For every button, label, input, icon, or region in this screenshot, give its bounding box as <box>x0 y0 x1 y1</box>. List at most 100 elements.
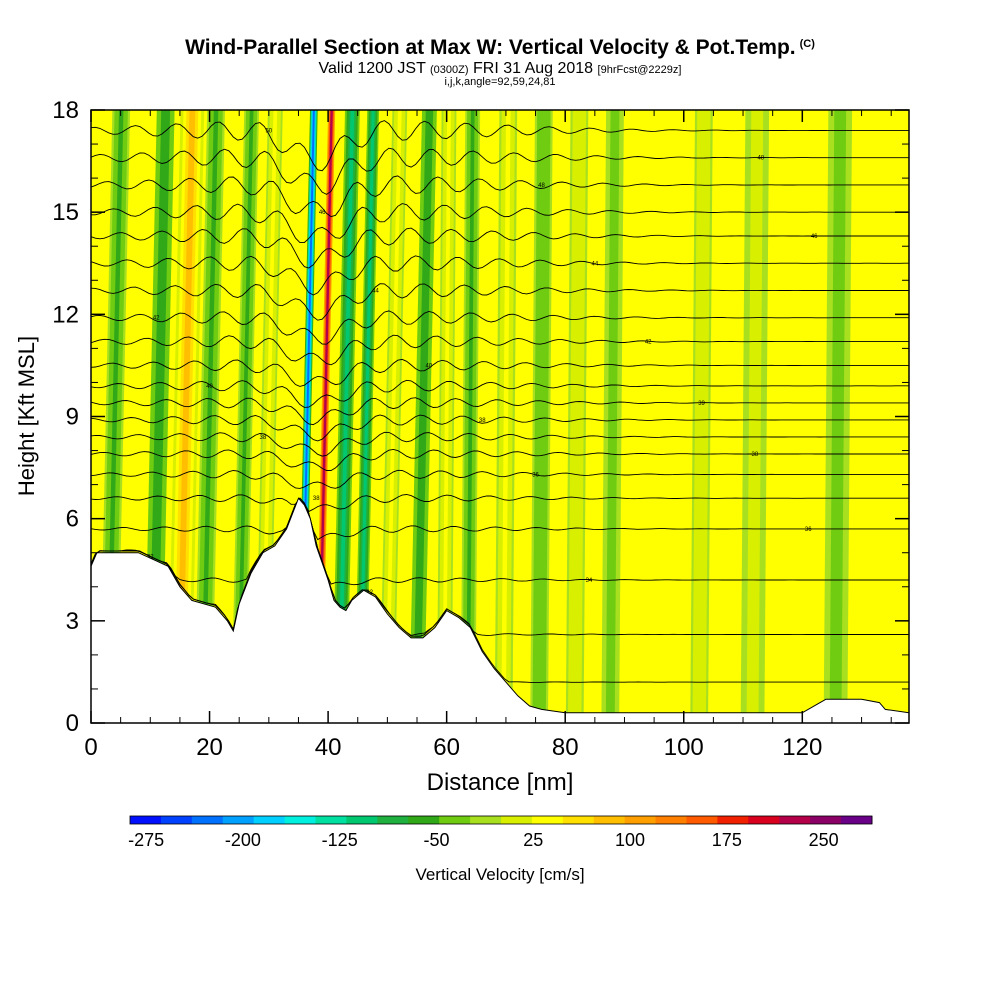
velocity-band-12 <box>442 110 451 723</box>
colorbar-tick-label: -200 <box>225 830 261 850</box>
colorbar-swatch <box>779 816 811 824</box>
theta-contour-label: 38 <box>313 496 320 502</box>
theta-contour-7 <box>91 431 909 457</box>
x-axis-label: Distance [nm] <box>427 769 574 796</box>
chart-subtitle: Valid 1200 JST (0300Z) FRI 31 Aug 2018 [… <box>0 60 1000 78</box>
theta-contour-5 <box>91 469 909 489</box>
terrain-mask <box>91 497 909 723</box>
colorbar-swatch <box>841 816 873 824</box>
theta-contour-9 <box>91 397 909 426</box>
velocity-band-8 <box>337 110 355 723</box>
colorbar-swatch <box>593 816 626 824</box>
valid-time: Valid 1200 JST <box>318 60 426 77</box>
theta-contour-label: 42 <box>153 316 160 322</box>
x-tick-label: 100 <box>664 734 704 761</box>
theta-contour-3 <box>91 497 909 541</box>
chart-title-mark: (C) <box>799 38 815 50</box>
theta-contour-label: 38 <box>479 418 486 424</box>
velocity-band-14 <box>501 110 511 723</box>
theta-contour-16 <box>91 227 909 269</box>
velocity-band-2 <box>176 110 196 723</box>
theta-contour-11 <box>91 358 909 387</box>
colorbar-swatch <box>717 816 749 824</box>
theta-contour-6 <box>91 448 909 471</box>
chart-title: Wind-Parallel Section at Max W: Vertical… <box>0 36 1000 60</box>
theta-contour-label: 40 <box>426 363 433 369</box>
colorbar-swatch <box>222 816 255 824</box>
x-tick-label: 80 <box>552 734 579 761</box>
theta-contour-2 <box>91 497 909 586</box>
forecast-date: FRI 31 Aug 2018 <box>472 60 594 77</box>
theta-contour-label: 36 <box>532 472 539 478</box>
theta-contour-14 <box>91 283 909 321</box>
colorbar-swatch <box>624 816 657 824</box>
colorbar-swatch <box>439 816 471 824</box>
colorbar-tick-label: -50 <box>423 830 449 850</box>
theta-contour-label: 34 <box>586 578 593 584</box>
y-tick-label: 6 <box>66 506 79 533</box>
theta-contour-18 <box>91 175 909 218</box>
velocity-band-9 <box>358 110 375 723</box>
chart-title-text: Wind-Parallel Section at Max W: Vertical… <box>185 36 796 59</box>
colorbar-swatch <box>377 816 409 824</box>
colorbar-swatch <box>346 816 378 824</box>
colorbar-tick-label: 100 <box>615 830 645 850</box>
theta-contour-4 <box>91 494 909 513</box>
colorbar-label: Vertical Velocity [cm/s] <box>415 865 584 884</box>
colorbar: -275 -200 -125 -50 25 100 175 250 <box>128 815 873 850</box>
y-tick-label: 12 <box>52 301 79 328</box>
velocity-band-13 <box>466 110 475 723</box>
velocity-band-4 <box>236 110 254 723</box>
y-axis-label: Height [Kft MSL] <box>14 336 39 496</box>
x-tick-label: 20 <box>196 734 223 761</box>
theta-contour-label: 44 <box>372 288 379 294</box>
x-tick-label: 120 <box>782 734 822 761</box>
theta-contour-label: 48 <box>538 183 545 189</box>
colorbar-tick-label: 250 <box>809 830 839 850</box>
theta-contour-label: 46 <box>319 210 326 216</box>
theta-contour-label: 32 <box>147 554 154 560</box>
colorbar-tick-label: 175 <box>712 830 742 850</box>
y-tick-label: 3 <box>66 608 79 635</box>
theta-contour-label: 32 <box>366 590 373 596</box>
theta-contour-label: 39 <box>698 401 705 407</box>
colorbar-swatch <box>470 816 502 824</box>
theta-contour-13 <box>91 310 909 345</box>
theta-contours: 32 32 34 36 38 36 38 38 38 39 40 40 42 42 44 44 46 46 48 48… <box>91 120 909 683</box>
theta-contour-10 <box>91 379 909 408</box>
theta-contour-label: 44 <box>591 261 598 267</box>
y-tick-label: 0 <box>66 710 79 737</box>
colorbar-swatch <box>531 816 564 824</box>
colorbar-swatch <box>562 816 595 824</box>
y-tick-label: 15 <box>52 199 79 226</box>
utc-time: (0300Z) <box>430 64 469 76</box>
colorbar-swatch <box>160 816 193 824</box>
theta-contour-12 <box>91 334 909 366</box>
theta-contour-17 <box>91 203 909 244</box>
colorbar-swatch <box>408 816 440 824</box>
velocity-band-15 <box>536 110 547 723</box>
velocity-band-10 <box>384 110 402 723</box>
colorbar-swatch <box>253 816 286 824</box>
colorbar-tick-label: -125 <box>322 830 358 850</box>
colorbar-frame <box>129 815 873 825</box>
theta-contour-20 <box>91 120 909 172</box>
colorbar-swatch <box>284 816 316 824</box>
chart-subtitle-indices: i,j,k,angle=92,59,24,81 <box>444 76 556 88</box>
colorbar-swatch <box>315 816 347 824</box>
colorbar-swatch <box>686 816 718 824</box>
theta-contour-label: 42 <box>645 340 652 346</box>
colorbar-tick-label: -275 <box>128 830 164 850</box>
colorbar-swatch <box>810 816 842 824</box>
theta-contour-8 <box>91 414 909 442</box>
colorbar-swatch <box>130 816 162 824</box>
colorbar-swatch <box>655 816 687 824</box>
colorbar-tick-label: 25 <box>523 830 543 850</box>
theta-contour-15 <box>91 255 909 296</box>
y-tick-label: 9 <box>66 404 79 431</box>
colorbar-swatch <box>748 816 780 824</box>
x-tick-label: 40 <box>315 734 342 761</box>
x-tick-label: 60 <box>433 734 460 761</box>
theta-contour-1 <box>91 497 909 636</box>
